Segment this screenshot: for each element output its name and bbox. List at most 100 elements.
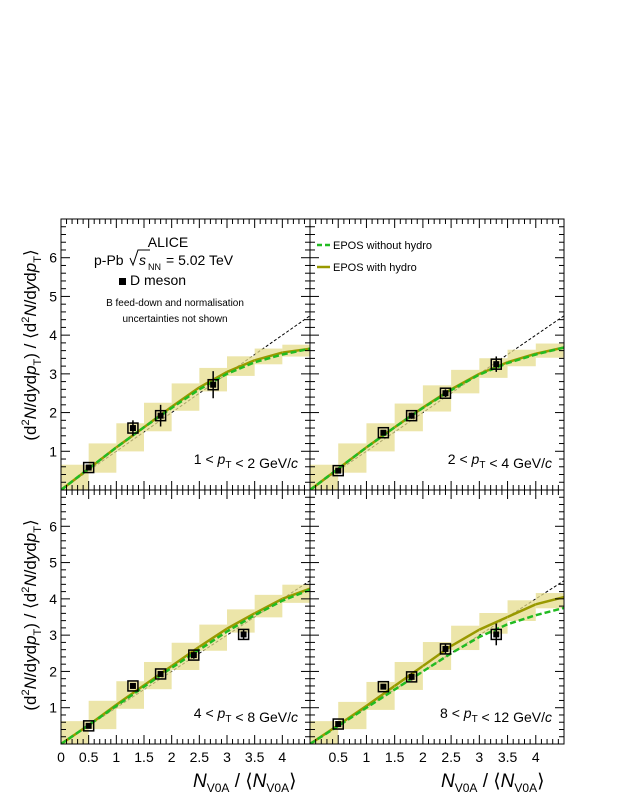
epos-with-hydro-segment (507, 352, 537, 364)
epos-without-hydro-line (61, 347, 310, 490)
plot-area (61, 580, 310, 744)
epos-with-hydro-segment (254, 351, 283, 362)
epos-without-hydro-line (310, 346, 564, 490)
epos-with-hydro-segment (478, 615, 509, 631)
svg-text:(d2N/dydpT) / ⟨d2N/dydpT⟩: (d2N/dydpT) / ⟨d2N/dydpT⟩ (20, 249, 44, 440)
epos-with-hydro-segment (535, 595, 564, 606)
data-point (129, 425, 136, 432)
epos-with-hydro-segment (365, 684, 396, 707)
epos-with-hydro-segment (254, 597, 283, 615)
plot-area (61, 315, 310, 490)
data-point (210, 381, 217, 388)
plot-area (310, 315, 564, 490)
svg-text:(d2N/dydpT) / ⟨d2N/dydpT⟩: (d2N/dydpT) / ⟨d2N/dydpT⟩ (20, 519, 44, 710)
note-line1: B feed-down and normalisation (106, 298, 244, 309)
data-point (335, 721, 342, 728)
svg-text:s: s (139, 252, 146, 268)
epos-with-hydro-segment (450, 628, 480, 648)
data-point (442, 390, 449, 397)
x-axis-title-left: NV0A / ⟨NV0A⟩ (193, 771, 297, 795)
legend-epos-with-hydro: EPOS with hydro (333, 262, 417, 274)
data-point (493, 631, 500, 638)
x-tick-label: 3 (475, 749, 483, 765)
y-tick-label: 4 (49, 591, 57, 607)
data-syst-box (332, 464, 344, 477)
pt-range-label: 1 < pT < 2 GeV/c (194, 451, 298, 471)
epos-with-hydro-segment (198, 627, 228, 648)
data-syst-box (439, 643, 452, 655)
data-point (85, 722, 92, 729)
y-tick-label: 5 (49, 288, 57, 304)
legend-epos-without-hydro: EPOS without hydro (333, 240, 432, 252)
panel-bottom-right: 0.5 1 1.5 2 2.5 3 3.5 4 8 < pT < 12 GeV/c (309, 489, 565, 765)
data-point (408, 673, 415, 680)
data-syst-box (237, 628, 250, 641)
panel-top-right: 2 < pT < 4 GeV/c (309, 218, 565, 491)
data-syst-box (127, 680, 139, 692)
x-tick-label: 0.5 (328, 749, 348, 765)
note-line2: uncertainties not shown (122, 314, 227, 325)
data-point (240, 631, 247, 638)
y-tick-label: 2 (49, 663, 57, 679)
panel-frame (309, 489, 565, 745)
data-point (380, 429, 387, 436)
x-tick-label: 1 (112, 749, 120, 765)
x-tick-label: 3 (223, 749, 231, 765)
data-syst-box (377, 426, 390, 439)
data-syst-box (405, 409, 418, 422)
plot-area (310, 580, 564, 744)
epos-with-hydro-segment (507, 603, 537, 619)
x-tick-label: 2.5 (441, 749, 461, 765)
data-syst-box (82, 720, 95, 732)
x-tick-label: 4 (532, 749, 540, 765)
data-point (157, 670, 164, 677)
panel-bottom-left: 1 2 3 4 5 6 0 0.5 1 1.5 2 2.5 3 3.5 4 4 < pT < 8 GeV/c (49, 489, 311, 765)
x-tick-label: 0.5 (79, 749, 99, 765)
y-tick-label: 4 (49, 327, 57, 343)
data-syst-box (127, 422, 139, 434)
y-axis-title-bottom: (d2N/dydpT) / ⟨d2N/dydpT⟩ (20, 519, 44, 710)
y-tick-label: 6 (49, 250, 57, 266)
data-point (129, 682, 136, 689)
x-tick-label: 2 (419, 749, 427, 765)
data-point (493, 361, 500, 368)
d-meson-marker-icon (119, 278, 126, 285)
data-syst-box (207, 378, 219, 391)
experiment-label: ALICE (148, 234, 188, 250)
data-point (157, 412, 164, 419)
epos-with-hydro-segment (226, 359, 256, 374)
x-tick-label: 1.5 (134, 749, 154, 765)
x-tick-label: 1.5 (385, 749, 405, 765)
y-tick-label: 1 (49, 700, 57, 716)
x-tick-label: 0 (57, 749, 65, 765)
marker-label: D meson (130, 272, 186, 288)
pt-range-label: 8 < pT < 12 GeV/c (440, 705, 552, 725)
data-syst-box (405, 671, 418, 683)
y-tick-label: 3 (49, 627, 57, 643)
sqrt-s-symbol: s (129, 249, 150, 268)
data-syst-box (377, 680, 390, 693)
data-point (85, 464, 92, 471)
x-tick-label: 3.5 (245, 749, 265, 765)
data-point (190, 652, 197, 659)
data-syst-box (490, 358, 503, 370)
y-tick-label: 6 (49, 518, 57, 534)
data-point (335, 467, 342, 474)
y-tick-label: 5 (49, 555, 57, 571)
panels: 1 2 3 4 5 6 1 < pT < 2 GeV/c 2 < pT < 4 GeV/c 1 2… (49, 218, 565, 765)
legend: EPOS without hydro EPOS with hydro (317, 240, 432, 274)
data-syst-box (439, 387, 452, 399)
panel-top-left: 1 2 3 4 5 6 1 < pT < 2 GeV/c (49, 218, 311, 491)
system-prefix: p-Pb (94, 252, 124, 268)
pt-range-label: 4 < pT < 8 GeV/c (194, 705, 298, 725)
pt-range-label: 2 < pT < 4 GeV/c (448, 451, 552, 471)
data-syst-box (154, 668, 167, 680)
x-tick-label: 2.5 (190, 749, 210, 765)
y-tick-label: 3 (49, 366, 57, 382)
y-tick-label: 1 (49, 443, 57, 459)
epos-without-hydro-line (310, 606, 564, 744)
energy-value: = 5.02 TeV (166, 252, 234, 268)
data-point (442, 645, 449, 652)
data-point (380, 683, 387, 690)
